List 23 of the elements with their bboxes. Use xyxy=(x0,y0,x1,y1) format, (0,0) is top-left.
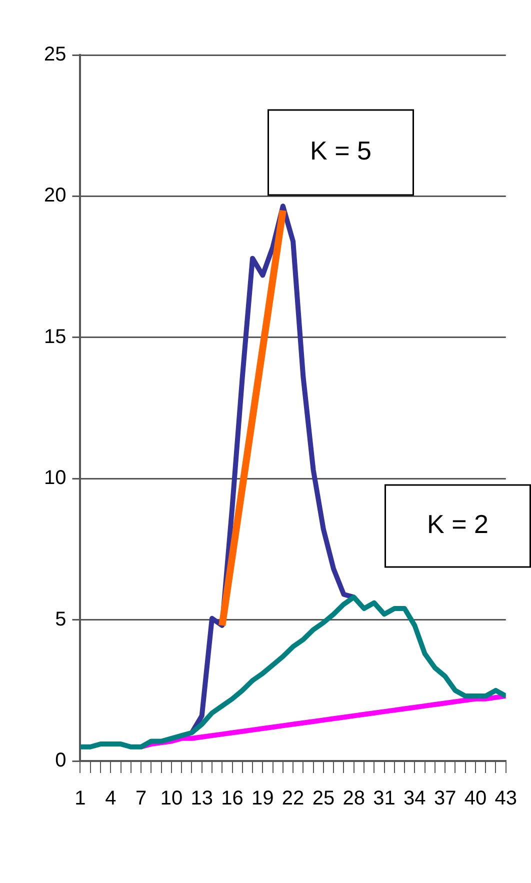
x-tick-label: 25 xyxy=(312,788,335,810)
annotation: K = 5 xyxy=(310,136,372,166)
y-tick-label: 0 xyxy=(55,750,66,772)
x-tick-label: 10 xyxy=(160,788,183,810)
x-tick-label: 22 xyxy=(282,788,304,810)
y-tick-label: 25 xyxy=(44,44,66,66)
x-tick-label: 40 xyxy=(464,788,487,810)
x-tick-label: 43 xyxy=(494,788,517,810)
y-tick-label: 20 xyxy=(44,184,66,207)
annotation: K = 2 xyxy=(427,509,488,540)
x-tick-label: 13 xyxy=(190,788,213,810)
x-tick-label: 1 xyxy=(74,788,86,810)
x-tick-label: 16 xyxy=(221,788,244,810)
x-tick-label: 28 xyxy=(342,788,365,810)
x-tick-label: 37 xyxy=(434,788,456,810)
y-tick-label: 15 xyxy=(44,326,66,348)
x-tick-label: 34 xyxy=(404,788,426,810)
x-tick-label: 31 xyxy=(373,788,396,810)
y-tick-label: 10 xyxy=(44,467,66,490)
x-tick-label: 4 xyxy=(105,788,116,810)
x-tick-label: 19 xyxy=(252,788,274,810)
x-tick-label: 7 xyxy=(135,788,147,810)
y-tick-label: 5 xyxy=(55,608,66,630)
